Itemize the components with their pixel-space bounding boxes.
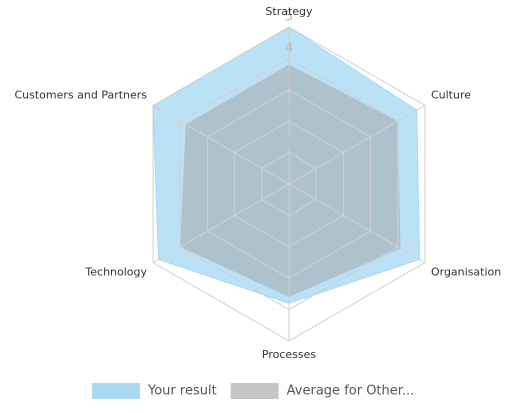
r-tick-label: 4 (285, 41, 293, 56)
axis-label: Culture (431, 89, 471, 102)
legend-swatch (230, 383, 279, 399)
axis-label: Strategy (265, 5, 313, 18)
axis-label: Organisation (431, 266, 501, 279)
legend-label: Average for Other... (287, 384, 415, 399)
axis-label: Customers and Partners (14, 89, 147, 102)
grid-spoke (152, 183, 290, 263)
legend-swatch (92, 383, 140, 399)
axis-label: Processes (262, 348, 316, 361)
axis-label: Technology (84, 266, 147, 279)
grid-spoke (152, 105, 290, 185)
r-tick-label: 5 (285, 10, 293, 25)
r-tick-label: 3 (285, 72, 293, 87)
grid-spoke (288, 105, 426, 185)
grid-spoke (288, 183, 426, 263)
r-tick-label: 2 (285, 104, 293, 119)
legend-label: Your result (147, 384, 217, 399)
r-tick-label: 1 (285, 135, 293, 150)
